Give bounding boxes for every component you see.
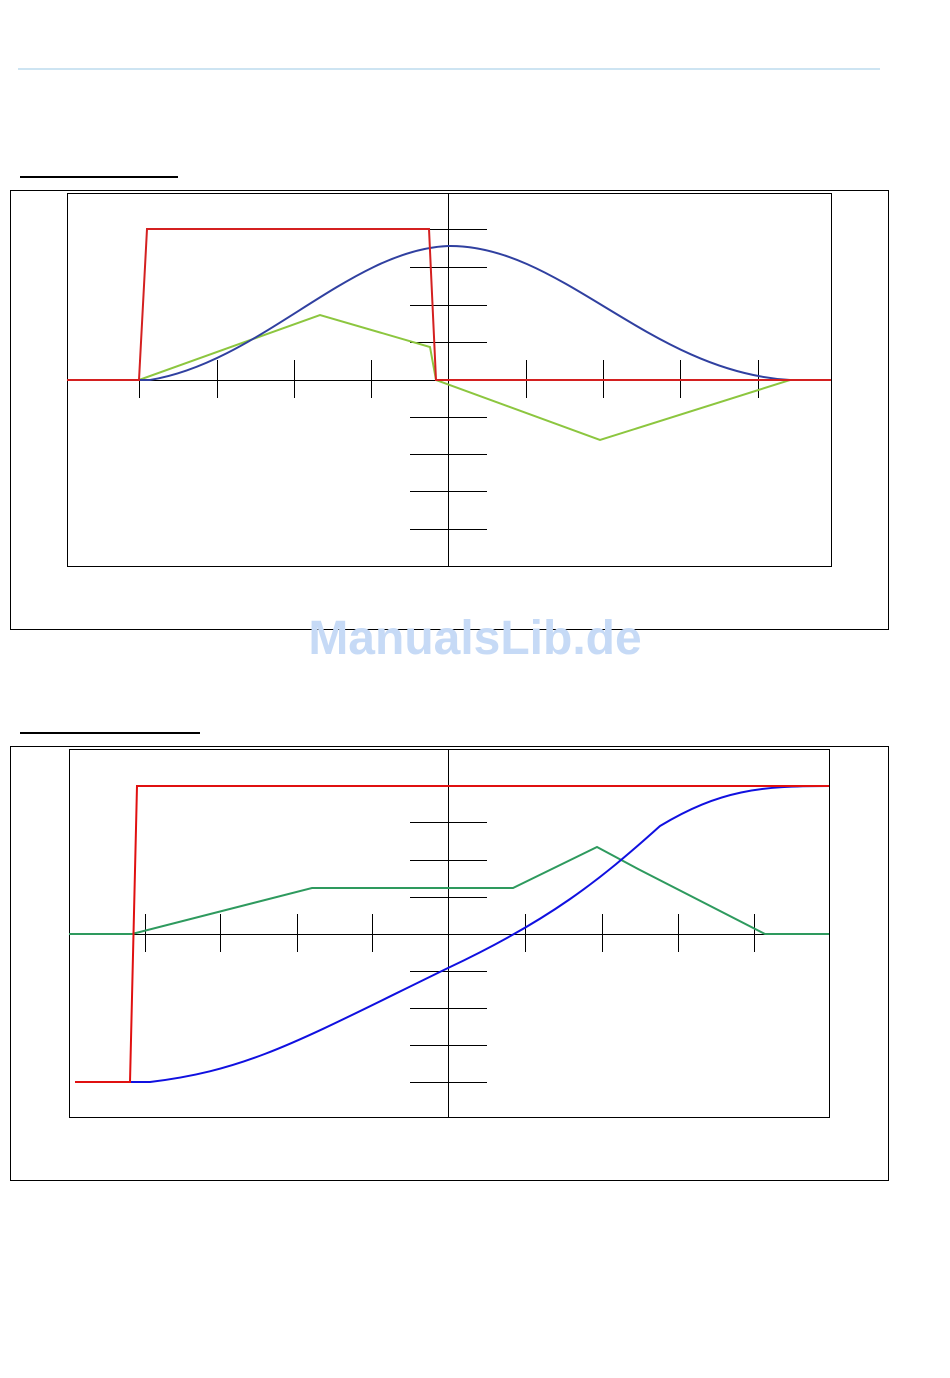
figure-1 — [67, 193, 832, 567]
curve — [67, 228, 831, 381]
curve — [67, 244, 831, 381]
tick-marks — [410, 229, 487, 530]
curve — [75, 785, 829, 1083]
curve — [69, 845, 829, 935]
watermark: ManualsLib.de — [308, 612, 641, 665]
figure-2 — [69, 749, 830, 1118]
figure-frame — [10, 190, 889, 630]
figure-frame — [10, 746, 889, 1181]
plot-area — [69, 749, 830, 1118]
curve — [67, 313, 831, 442]
curve — [75, 785, 830, 1083]
tick-marks — [145, 914, 755, 952]
